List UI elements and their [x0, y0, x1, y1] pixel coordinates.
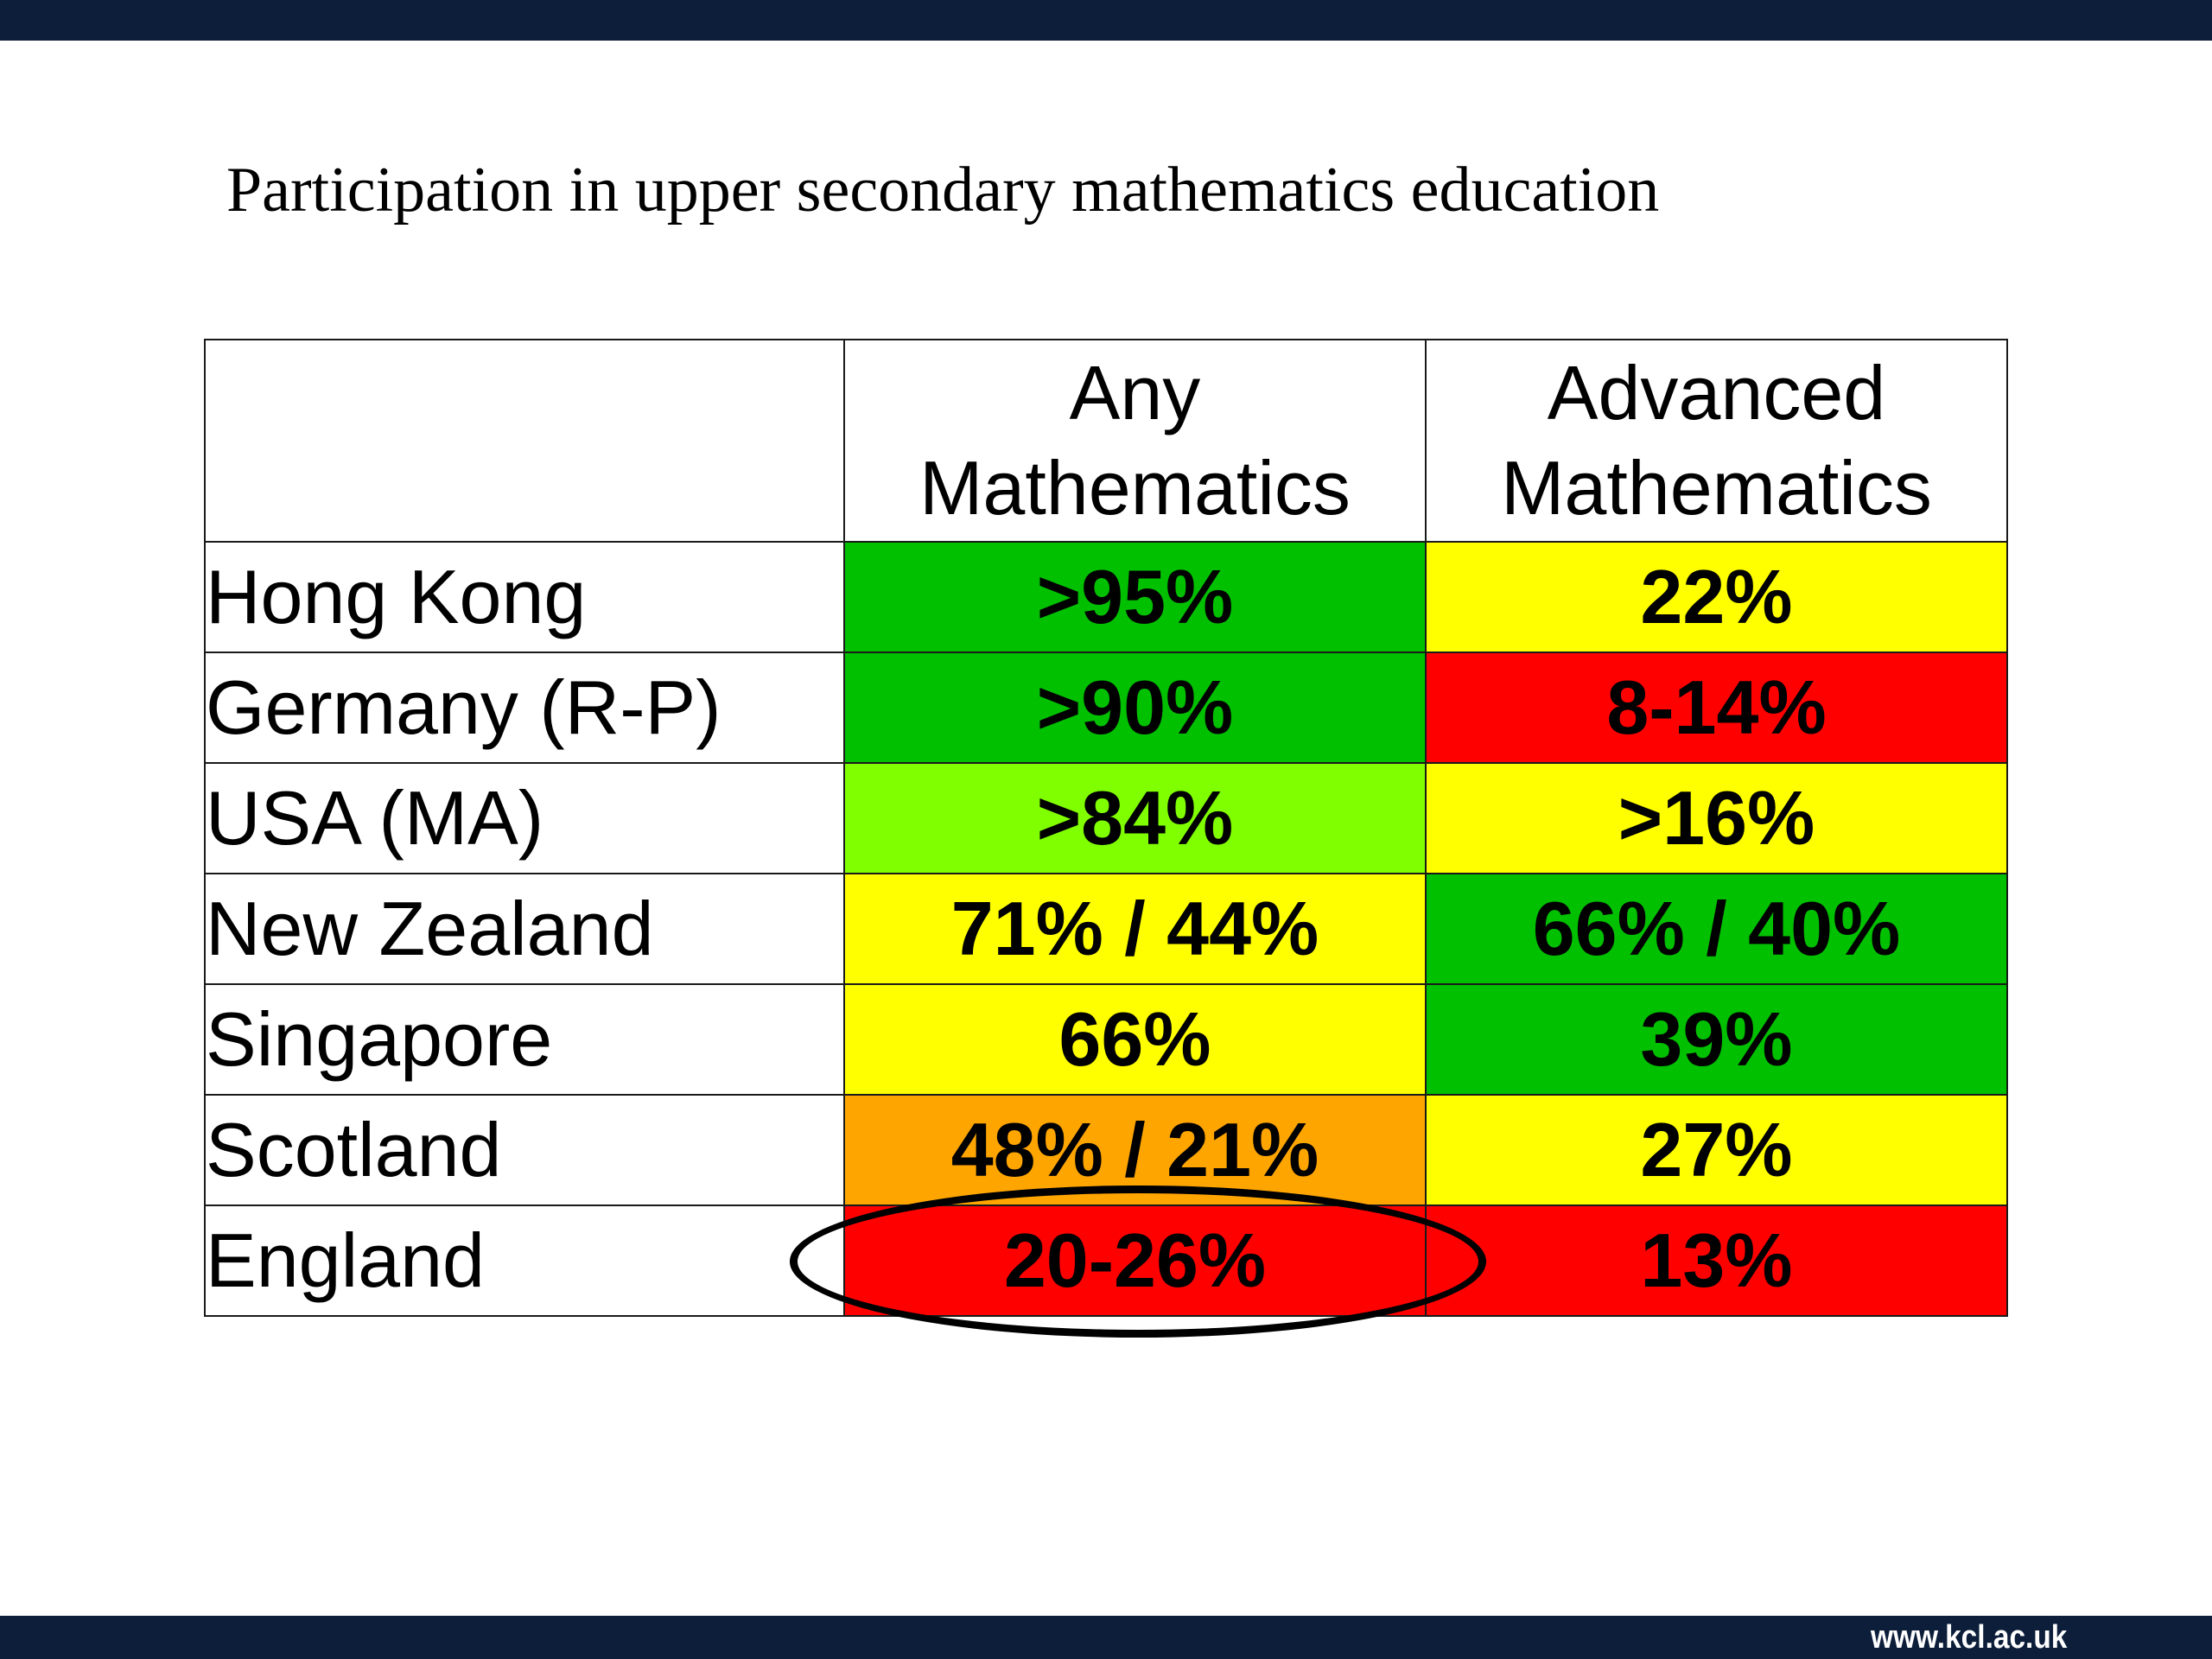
advanced-mathematics-cell: 27% — [1425, 1094, 2008, 1206]
table-row: Singapore 66% 39% — [204, 983, 2008, 1096]
header-any-line-2: Mathematics — [919, 445, 1351, 531]
footer-url: www.kcl.ac.uk — [1870, 1619, 2067, 1656]
advanced-mathematics-cell: 8-14% — [1425, 652, 2008, 764]
advanced-mathematics-cell: 13% — [1425, 1205, 2008, 1317]
slide-title: Participation in upper secondary mathema… — [226, 155, 1660, 226]
header-any-line-1: Any — [1069, 350, 1201, 435]
table-row: USA (MA) >84% >16% — [204, 762, 2008, 874]
header-advanced-line-2: Mathematics — [1501, 445, 1932, 531]
table-row: Hong Kong >95% 22% — [204, 541, 2008, 653]
any-mathematics-cell: >90% — [843, 652, 1427, 764]
header-any-mathematics: Any Mathematics — [843, 339, 1427, 543]
table-row: Germany (R-P) >90% 8-14% — [204, 652, 2008, 764]
any-mathematics-cell: 71% / 44% — [843, 873, 1427, 985]
any-mathematics-cell: 48% / 21% — [843, 1094, 1427, 1206]
table-row: Scotland 48% / 21% 27% — [204, 1094, 2008, 1206]
advanced-mathematics-cell: 66% / 40% — [1425, 873, 2008, 985]
country-cell: England — [204, 1205, 845, 1317]
bottom-bar — [0, 1616, 2212, 1659]
advanced-mathematics-cell: 22% — [1425, 541, 2008, 653]
country-cell: Singapore — [204, 983, 845, 1096]
table-row: New Zealand 71% / 44% 66% / 40% — [204, 873, 2008, 985]
any-mathematics-cell: >84% — [843, 762, 1427, 874]
country-cell: Hong Kong — [204, 541, 845, 653]
country-cell: USA (MA) — [204, 762, 845, 874]
country-cell: New Zealand — [204, 873, 845, 985]
table-body: Hong Kong >95% 22% Germany (R-P) >90% 8-14% US… — [204, 541, 2008, 1317]
header-advanced-line-1: Advanced — [1547, 350, 1886, 435]
any-mathematics-cell: 66% — [843, 983, 1427, 1096]
top-bar — [0, 0, 2212, 41]
advanced-mathematics-cell: 39% — [1425, 983, 2008, 1096]
table-header-row: Any Mathematics Advanced Mathematics — [204, 339, 2008, 543]
advanced-mathematics-cell: >16% — [1425, 762, 2008, 874]
any-mathematics-cell: 20-26% — [843, 1205, 1427, 1317]
country-cell: Scotland — [204, 1094, 845, 1206]
any-mathematics-cell: >95% — [843, 541, 1427, 653]
header-blank-cell — [204, 339, 845, 543]
participation-table: Any Mathematics Advanced Mathematics Hon… — [204, 339, 2008, 1317]
header-advanced-mathematics: Advanced Mathematics — [1425, 339, 2008, 543]
table-row: England 20-26% 13% — [204, 1205, 2008, 1317]
country-cell: Germany (R-P) — [204, 652, 845, 764]
